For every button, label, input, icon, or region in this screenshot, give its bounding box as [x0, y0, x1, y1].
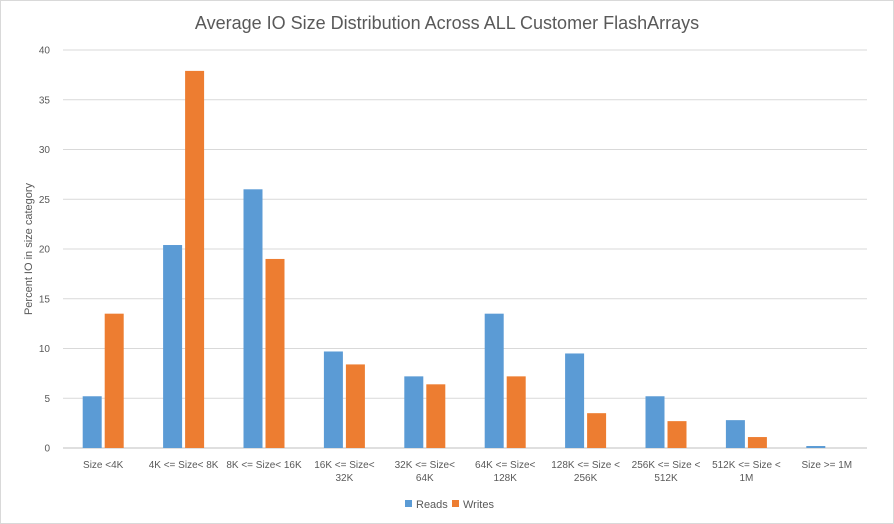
y-axis-label: Percent IO in size category — [23, 182, 35, 315]
y-tick-label: 40 — [39, 46, 51, 57]
y-tick-label: 0 — [44, 444, 50, 455]
x-category-label: 512K — [654, 473, 678, 484]
bar-reads — [565, 353, 585, 448]
bar-reads — [404, 376, 424, 448]
bar-writes — [185, 70, 205, 449]
bar-writes — [747, 437, 767, 448]
x-category-label: 256K — [574, 473, 598, 484]
x-category-label: 512K <= Size < — [712, 460, 781, 471]
x-category-label: 32K <= Size< — [395, 460, 455, 471]
legend-label-reads: Reads — [416, 499, 448, 511]
x-category-label: 64K <= Size< — [475, 460, 535, 471]
bar-writes — [426, 384, 446, 448]
y-tick-label: 30 — [39, 145, 51, 156]
chart-title: Average IO Size Distribution Across ALL … — [195, 13, 699, 33]
x-category-label: 1M — [739, 473, 753, 484]
bar-writes — [506, 376, 526, 448]
x-category-label: 64K — [416, 473, 434, 484]
x-category-label: 4K <= Size< 8K — [149, 460, 219, 471]
y-tick-label: 5 — [44, 394, 50, 405]
bar-reads — [484, 313, 504, 448]
bar-reads — [163, 245, 183, 448]
x-category-label: 8K <= Size< 16K — [226, 460, 302, 471]
bar-writes — [265, 258, 285, 448]
y-tick-label: 35 — [39, 95, 51, 106]
legend-label-writes: Writes — [463, 499, 494, 511]
x-category-label: Size <4K — [83, 460, 124, 471]
bar-writes — [587, 413, 607, 448]
bar-reads — [725, 420, 745, 448]
bar-writes — [345, 364, 365, 448]
x-category-label: 128K — [494, 473, 518, 484]
bar-reads — [645, 396, 665, 448]
x-category-label: 32K — [336, 473, 354, 484]
y-tick-label: 10 — [39, 344, 51, 355]
x-category-label: Size >= 1M — [802, 460, 853, 471]
y-tick-label: 20 — [39, 245, 51, 256]
bar-reads — [323, 351, 343, 448]
bar-reads — [806, 446, 826, 448]
x-category-label: 256K <= Size < — [632, 460, 701, 471]
y-tick-label: 25 — [39, 195, 51, 206]
bar-reads — [243, 189, 263, 449]
x-axis-categories: Size <4K 4K <= Size< 8K 8K <= Size< 16K 16K… — [83, 460, 852, 484]
bar-writes — [667, 421, 687, 448]
legend-swatch-writes — [452, 500, 459, 507]
x-category-label: 16K <= Size< — [314, 460, 374, 471]
legend: Reads Writes — [405, 499, 494, 511]
legend-swatch-reads — [405, 500, 412, 507]
y-tick-label: 15 — [39, 294, 51, 305]
gridlines — [63, 49, 867, 449]
y-axis-ticks: 0 5 10 15 20 25 30 35 40 — [39, 46, 51, 455]
x-category-label: 128K <= Size < — [551, 460, 620, 471]
bars — [82, 70, 826, 449]
bar-reads — [82, 396, 102, 448]
bar-writes — [104, 313, 124, 448]
